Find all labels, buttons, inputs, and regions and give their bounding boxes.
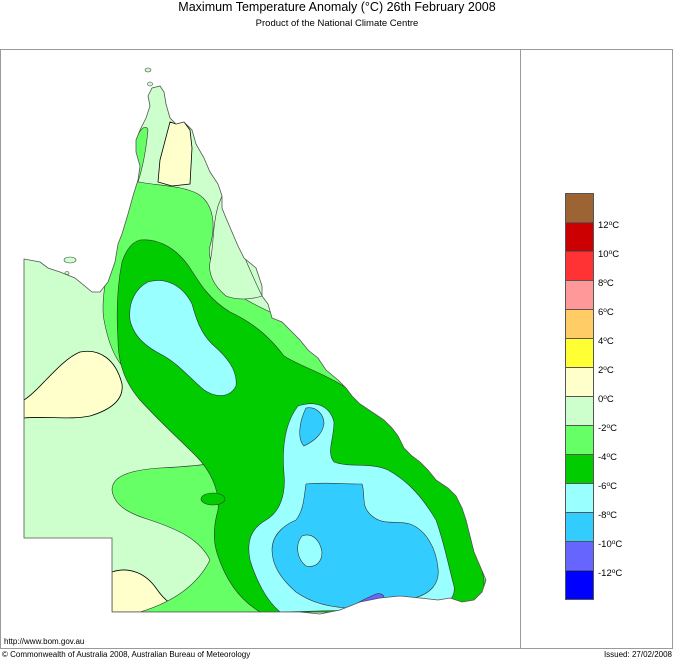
legend-label: -10oC [598, 539, 623, 550]
legend-box [565, 483, 594, 512]
legend-box [565, 338, 594, 367]
legend-label: -2oC [598, 423, 617, 434]
legend-label: 6oC [598, 307, 614, 318]
legend-label: 10oC [598, 249, 620, 260]
legend-box [565, 193, 594, 222]
legend-label: 0oC [598, 394, 614, 405]
queensland-anomaly-map [23, 67, 487, 615]
color-legend [565, 193, 594, 600]
map-title: Maximum Temperature Anomaly (°C) 26th Fe… [178, 0, 496, 14]
map-subtitle: Product of the National Climate Centre [255, 18, 419, 29]
legend-label: 8oC [598, 278, 614, 289]
bom-website-link[interactable]: http://www.bom.gov.au [4, 637, 85, 646]
contour-fill-layers [24, 86, 486, 614]
legend-box [565, 541, 594, 570]
map-frame [0, 49, 673, 649]
copyright-notice: © Commonwealth of Australia 2008, Austra… [2, 650, 251, 659]
legend-box [565, 512, 594, 541]
legend-label: -8oC [598, 510, 617, 521]
state-boundary [23, 85, 487, 615]
legend-box [565, 454, 594, 483]
legend-divider [520, 49, 521, 649]
issued-date: Issued: 27/02/2008 [603, 650, 672, 659]
legend-label: 12oC [598, 220, 620, 231]
legend-label: -12oC [598, 568, 623, 579]
legend-box [565, 280, 594, 309]
legend-label: -6oC [598, 481, 617, 492]
legend-box [565, 570, 594, 600]
legend-box [565, 367, 594, 396]
legend-box [565, 222, 594, 251]
legend-label: 4oC [598, 336, 614, 347]
legend-box [565, 396, 594, 425]
legend-box [565, 309, 594, 338]
legend-label: -4oC [598, 452, 617, 463]
legend-box [565, 425, 594, 454]
legend-label: 2oC [598, 365, 614, 376]
legend-box [565, 251, 594, 280]
